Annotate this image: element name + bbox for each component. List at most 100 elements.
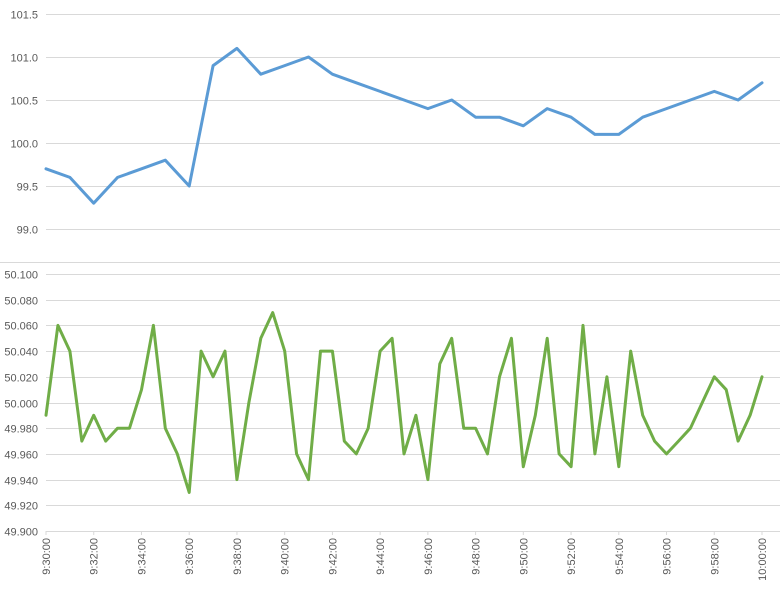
upper-series-point <box>498 116 501 119</box>
lower-series-point <box>558 453 560 455</box>
x-tick-label: 9:36:00 <box>184 538 196 575</box>
lower-series-point <box>594 453 596 455</box>
lower-series-point <box>259 337 262 340</box>
lower-series-point <box>295 453 298 455</box>
lower-series-point <box>271 311 274 314</box>
lower-series-point <box>534 414 537 417</box>
x-tick-label: 10:00:00 <box>757 538 769 581</box>
lower-series-point <box>438 363 441 365</box>
upper-series-point <box>379 90 381 93</box>
y-tick-label: 50.000 <box>4 399 38 411</box>
upper-series-point <box>737 99 739 101</box>
upper-series-point <box>259 73 262 76</box>
y-tick-label: 50.080 <box>4 296 38 308</box>
lower-series-point <box>761 375 763 378</box>
lower-series-point <box>140 388 143 391</box>
y-tick-label: 49.900 <box>4 527 38 539</box>
upper-series-point <box>761 81 763 84</box>
upper-series-point <box>522 124 525 127</box>
lower-series-point <box>45 414 47 417</box>
upper-series-point <box>689 99 692 101</box>
upper-series-point <box>188 185 191 187</box>
lower-series-point <box>522 465 525 468</box>
y-tick-label: 50.020 <box>4 373 38 385</box>
x-tick-label: 9:52:00 <box>566 538 578 575</box>
lower-series-point <box>713 375 716 378</box>
y-tick-label: 100.0 <box>10 139 38 151</box>
lower-series-point <box>677 440 680 442</box>
y-tick-label: 50.040 <box>4 347 38 359</box>
lower-series-point <box>92 414 95 417</box>
lower-series-point <box>236 478 238 481</box>
upper-series-point <box>641 116 644 119</box>
upper-series-point <box>665 107 668 110</box>
lower-series-point <box>749 414 751 417</box>
upper-series-point <box>450 99 453 101</box>
lower-series-point <box>737 440 739 442</box>
lower-series-point <box>689 427 692 430</box>
lower-series-point <box>248 401 250 404</box>
upper-series-point <box>713 90 716 93</box>
upper-series-point <box>307 56 310 58</box>
x-tick-label: 9:50:00 <box>518 538 530 575</box>
lower-series-point <box>570 465 572 468</box>
lower-series-point <box>510 337 513 340</box>
upper-series-point <box>164 159 167 162</box>
upper-series-group <box>44 46 764 205</box>
upper-series-point <box>236 47 238 50</box>
lower-series-point <box>57 324 59 327</box>
lower-series-point <box>331 350 334 352</box>
upper-series-point <box>617 133 620 136</box>
lower-series-point <box>152 324 155 327</box>
lower-series-point <box>212 375 215 378</box>
upper-series-point <box>355 81 358 84</box>
upper-series-point <box>92 202 95 205</box>
lower-series-point <box>80 440 83 442</box>
upper-series-point <box>116 176 119 179</box>
upper-series-point <box>570 116 572 119</box>
lower-series-point <box>629 350 632 352</box>
y-tick-label: 50.100 <box>4 270 38 282</box>
lower-series-point <box>319 350 322 352</box>
lower-series-point <box>653 440 656 442</box>
lower-series-point <box>415 414 417 417</box>
lower-y-axis: 49.900 49.920 49.940 49.960 49.980 50.000 50.0… <box>4 270 38 539</box>
lower-series-point <box>606 375 608 378</box>
upper-gridlines <box>46 14 780 230</box>
lower-series-point <box>128 427 131 430</box>
lower-series-point <box>283 350 286 352</box>
y-tick-label: 49.980 <box>4 424 38 436</box>
lower-series-point <box>164 427 167 430</box>
x-tick-label: 9:38:00 <box>232 538 244 575</box>
lower-series-point <box>474 427 477 430</box>
y-tick-label: 49.960 <box>4 450 38 462</box>
x-tick-label: 9:46:00 <box>423 538 435 575</box>
x-tick-label: 9:30:00 <box>41 538 53 575</box>
upper-series-point <box>283 64 286 67</box>
y-tick-label: 100.5 <box>10 96 38 108</box>
x-tick-label: 9:42:00 <box>327 538 339 575</box>
y-tick-label: 99.0 <box>17 225 38 237</box>
upper-y-axis: 99.0 99.5 100.0 100.5 101.0 101.5 <box>10 10 38 237</box>
lower-series-point <box>379 350 381 352</box>
y-tick-label: 49.940 <box>4 476 38 488</box>
lower-series-line <box>44 311 764 494</box>
lower-series-point <box>486 453 489 455</box>
y-tick-label: 99.5 <box>17 182 38 194</box>
upper-series-point <box>331 73 334 76</box>
lower-series-point <box>450 337 453 340</box>
lower-series-point <box>355 453 358 455</box>
lower-series-point <box>176 453 179 455</box>
lower-series-point <box>546 337 549 340</box>
lower-series-point <box>498 375 501 378</box>
y-tick-label: 49.920 <box>4 501 38 513</box>
x-tick-label: 9:44:00 <box>375 538 387 575</box>
lower-series-point <box>725 388 728 391</box>
x-tick-label: 9:48:00 <box>471 538 483 575</box>
lower-series-point <box>307 478 310 481</box>
lower-series-point <box>116 427 119 430</box>
upper-series-point <box>212 64 215 67</box>
lower-series-point <box>427 478 429 481</box>
upper-series-point <box>474 116 477 119</box>
